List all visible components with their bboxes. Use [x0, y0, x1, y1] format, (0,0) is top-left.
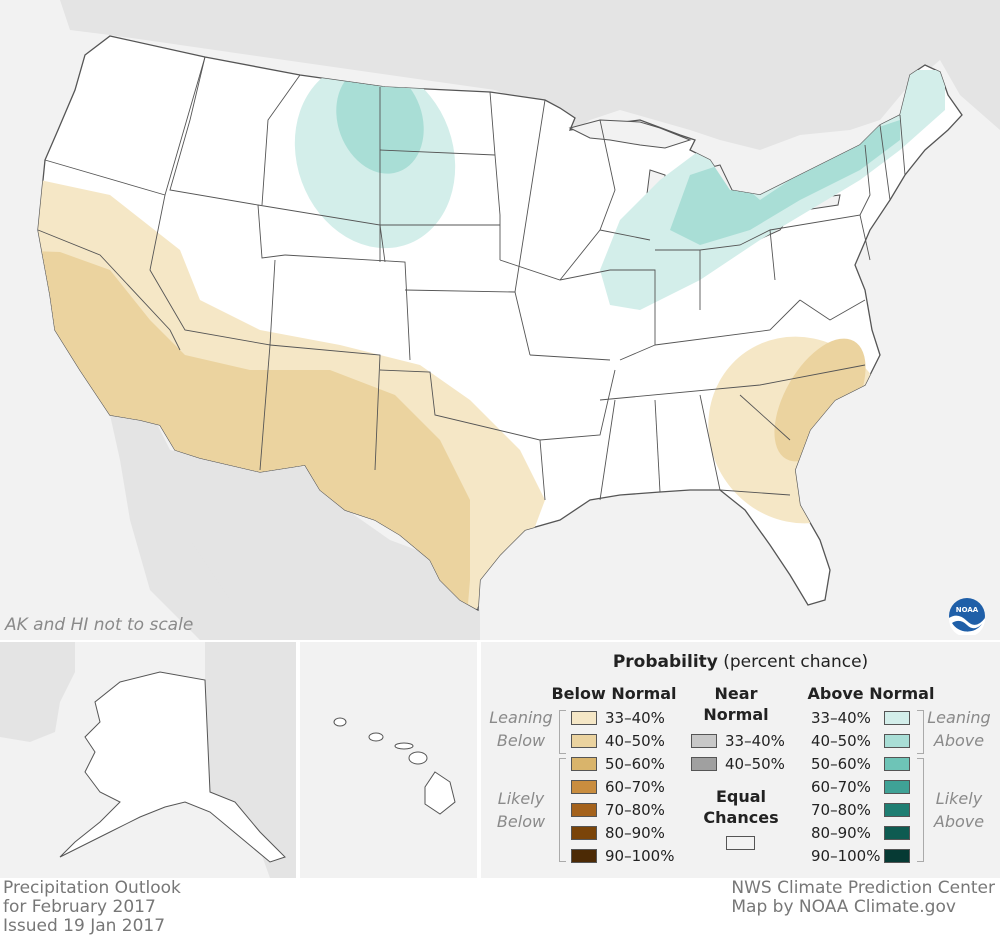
legend-title: Probability (percent chance) [481, 652, 1000, 672]
below-label-1: 40–50% [605, 732, 665, 750]
likely-below-label: Likely Below [485, 787, 557, 833]
hawaii-inset [300, 642, 477, 878]
footer-left: Precipitation Outlook for February 2017 … [3, 879, 181, 936]
near-swatch-1 [691, 757, 717, 771]
russia-land [0, 642, 75, 742]
leaning-above-line1: Leaning [927, 708, 991, 727]
leaning-below-label: Leaning Below [485, 706, 557, 752]
leaning-above-line2: Above [933, 731, 985, 750]
leaning-above-label: Leaning Above [923, 706, 995, 752]
likely-above-line2: Above [933, 812, 985, 831]
below-swatch-2 [571, 757, 597, 771]
near-swatch-0 [691, 734, 717, 748]
lake-superior [568, 119, 692, 149]
footer-outlook-period: for February 2017 [3, 897, 156, 917]
leaning-below-line2: Below [496, 731, 546, 750]
footer-issued-date: Issued 19 Jan 2017 [3, 916, 166, 936]
below-label-0: 33–40% [605, 709, 665, 727]
likely-above-label: Likely Above [923, 787, 995, 833]
likely-above-bracket [917, 758, 924, 862]
near-normal-line1: Near [714, 684, 758, 703]
canada-land [60, 0, 1000, 150]
legend: Probability (percent chance) Below Norma… [481, 642, 1000, 878]
above-label-6: 90–100% [811, 847, 881, 865]
above-label-2: 50–60% [811, 755, 871, 773]
inset-scale-note: AK and HI not to scale [5, 615, 194, 635]
above-swatch-2 [884, 757, 910, 771]
near-normal-header: Near Normal [686, 683, 786, 725]
above-swatch-5 [884, 826, 910, 840]
equal-chances-line1: Equal [715, 787, 767, 806]
below-swatch-0 [571, 711, 597, 725]
leaning-above-bracket [917, 710, 924, 754]
noaa-logo-text: NOAA [956, 606, 979, 614]
above-swatch-0 [884, 711, 910, 725]
equal-chances-line2: Chances [703, 808, 779, 827]
state-borders [37, 56, 906, 501]
footer-outlook-title: Precipitation Outlook [3, 878, 181, 898]
legend-title-rest: (percent chance) [717, 652, 869, 672]
noaa-logo: NOAA [948, 597, 986, 637]
above-normal-header: Above Normal [807, 684, 935, 703]
below-swatch-5 [571, 826, 597, 840]
molokai-island [394, 742, 414, 750]
above-swatch-4 [884, 803, 910, 817]
big-island [424, 771, 456, 815]
footer-source: NWS Climate Prediction Center [731, 878, 995, 898]
below-swatch-6 [571, 849, 597, 863]
legend-title-bold: Probability [612, 652, 718, 672]
yukon-land [205, 642, 296, 878]
equal-chances-swatch [726, 836, 755, 850]
maui-island [408, 751, 428, 765]
above-label-0: 33–40% [811, 709, 871, 727]
conus-map [0, 0, 1000, 640]
baja-land [110, 415, 250, 640]
kauai-island [333, 717, 347, 727]
below-swatch-1 [571, 734, 597, 748]
below-label-5: 80–90% [605, 824, 665, 842]
below-label-4: 70–80% [605, 801, 665, 819]
near-normal-line2: Normal [703, 705, 769, 724]
above-label-5: 80–90% [811, 824, 871, 842]
equal-chances-header: Equal Chances [691, 786, 791, 828]
below-normal-header: Below Normal [551, 684, 677, 703]
alaska-inset [0, 642, 296, 878]
above-swatch-3 [884, 780, 910, 794]
above-label-4: 70–80% [811, 801, 871, 819]
oahu-island [368, 732, 384, 742]
above-swatch-6 [884, 849, 910, 863]
below-label-6: 90–100% [605, 847, 675, 865]
likely-below-line2: Below [496, 812, 546, 831]
below-label-2: 50–60% [605, 755, 665, 773]
above-label-1: 40–50% [811, 732, 871, 750]
footer-right: NWS Climate Prediction Center Map by NOA… [731, 879, 995, 917]
leaning-below-bracket [559, 710, 566, 754]
footer-map-credit: Map by NOAA Climate.gov [731, 897, 956, 917]
alaska-land [59, 671, 286, 863]
above-swatch-1 [884, 734, 910, 748]
below-swatch-3 [571, 780, 597, 794]
likely-above-line1: Likely [935, 789, 983, 808]
below-swatch-4 [571, 803, 597, 817]
above-label-3: 60–70% [811, 778, 871, 796]
leaning-below-line1: Leaning [489, 708, 553, 727]
likely-below-bracket [559, 758, 566, 862]
near-label-0: 33–40% [725, 732, 785, 750]
likely-below-line1: Likely [497, 789, 545, 808]
below-label-3: 60–70% [605, 778, 665, 796]
near-label-1: 40–50% [725, 755, 785, 773]
